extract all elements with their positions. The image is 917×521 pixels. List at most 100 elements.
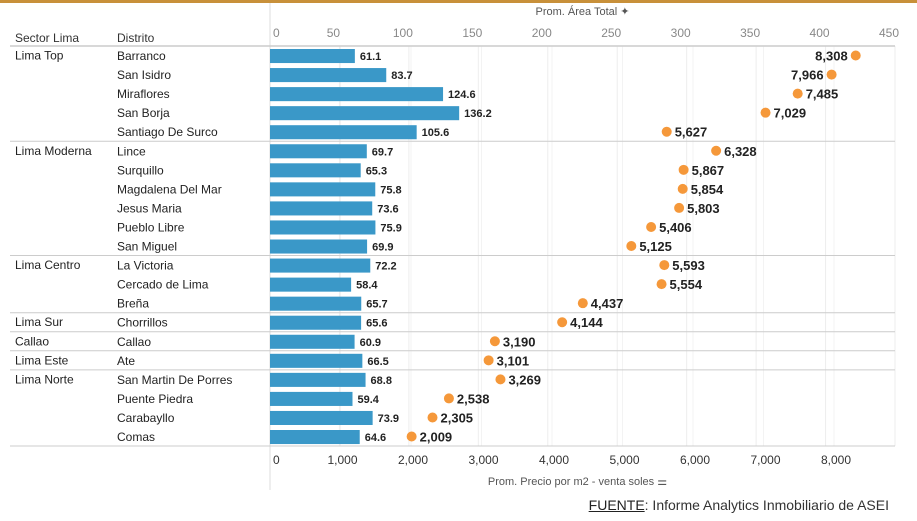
district-label: Barranco (117, 49, 166, 63)
price-label: 2,305 (441, 410, 474, 425)
price-dot (711, 145, 722, 156)
district-label: Jesus Maria (117, 201, 182, 215)
price-label: 4,144 (570, 315, 603, 330)
price-label: 7,485 (806, 87, 839, 102)
price-dot (489, 336, 500, 347)
price-label: 2,009 (420, 430, 453, 445)
area-label: 66.5 (367, 356, 388, 368)
price-dot (577, 298, 588, 309)
area-label: 68.8 (371, 375, 392, 387)
price-label: 3,190 (503, 334, 536, 349)
price-label: 5,406 (659, 220, 692, 235)
price-label: 5,867 (692, 163, 725, 178)
price-dot (626, 241, 637, 252)
price-label: 5,854 (691, 182, 724, 197)
area-label: 69.9 (372, 242, 393, 254)
district-label: Carabayllo (117, 411, 175, 425)
area-label: 59.4 (358, 394, 380, 406)
area-bar (270, 163, 361, 178)
district-label: Puente Piedra (117, 392, 193, 406)
top-tick-label: 100 (393, 26, 413, 40)
price-dot (646, 221, 657, 232)
price-dot (443, 393, 454, 404)
area-label: 136.2 (464, 108, 492, 120)
district-label: San Isidro (117, 68, 171, 82)
top-tick-label: 300 (671, 26, 691, 40)
area-label: 75.9 (380, 222, 401, 234)
area-bar (270, 391, 353, 406)
bottom-tick-label: 2,000 (398, 453, 428, 467)
accent-line (0, 0, 917, 3)
district-label: San Martin De Porres (117, 373, 232, 387)
price-dot (557, 317, 568, 328)
price-label: 7,029 (774, 106, 807, 121)
price-dot (406, 431, 417, 442)
header-sector: Sector Lima (15, 31, 79, 45)
price-dot (826, 69, 837, 80)
bottom-tick-label: 0 (273, 453, 280, 467)
area-label: 58.4 (356, 280, 378, 292)
area-label: 69.7 (372, 146, 393, 158)
sector-label: Lima Moderna (15, 144, 92, 158)
district-label: Chorrillos (117, 316, 168, 330)
area-bar (270, 239, 368, 254)
source-note: FUENTE: Informe Analytics Inmobiliario d… (589, 497, 889, 513)
area-bar (270, 68, 387, 83)
area-bar (270, 220, 376, 235)
price-label: 6,328 (724, 144, 757, 159)
sector-label: Lima Centro (15, 258, 81, 272)
area-label: 61.1 (360, 51, 381, 63)
price-dot (656, 279, 667, 290)
sector-label: Lima Norte (15, 372, 74, 386)
sector-label: Lima Sur (15, 315, 63, 329)
district-label: San Borja (117, 106, 170, 120)
price-dot (674, 202, 685, 213)
price-label: 5,593 (672, 258, 705, 273)
district-label: Cercado de Lima (117, 278, 209, 292)
price-dot (792, 88, 803, 99)
area-label: 60.9 (360, 337, 381, 349)
price-dot (661, 126, 672, 137)
price-label: 5,125 (639, 239, 672, 254)
area-bar (270, 125, 417, 140)
area-bar (270, 201, 373, 216)
price-dot (760, 107, 771, 118)
bottom-tick-label: 5,000 (609, 453, 639, 467)
area-bar (270, 296, 362, 311)
area-label: 65.7 (366, 299, 387, 311)
area-bar (270, 372, 366, 387)
price-dot (483, 355, 494, 366)
top-tick-label: 0 (273, 26, 280, 40)
area-bar (270, 410, 373, 425)
price-label: 3,269 (508, 372, 541, 387)
district-label: Miraflores (117, 87, 170, 101)
district-label: Breña (117, 297, 149, 311)
top-tick-label: 150 (462, 26, 482, 40)
area-bar (270, 277, 352, 292)
district-label: Pueblo Libre (117, 220, 185, 234)
bottom-tick-label: 7,000 (750, 453, 780, 467)
area-bar (270, 430, 360, 445)
area-label: 65.6 (366, 318, 387, 330)
top-tick-label: 200 (532, 26, 552, 40)
sector-label: Lima Este (15, 353, 69, 367)
price-label: 7,966 (791, 68, 824, 83)
price-label: 4,437 (591, 296, 624, 311)
price-dot (427, 412, 438, 423)
source-label: FUENTE (588, 497, 645, 513)
header-district: Distrito (117, 31, 155, 45)
area-bar (270, 258, 371, 273)
price-label: 3,101 (497, 353, 530, 368)
area-bar (270, 315, 362, 330)
bottom-tick-label: 1,000 (327, 453, 357, 467)
top-tick-label: 400 (810, 26, 830, 40)
district-label: Magdalena Del Mar (117, 182, 222, 196)
price-dot (659, 260, 670, 271)
area-label: 124.6 (448, 89, 476, 101)
area-label: 75.8 (380, 184, 401, 196)
sector-label: Callao (15, 334, 49, 348)
area-bar (270, 87, 444, 102)
district-label: Santiago De Surco (117, 125, 218, 139)
price-dot (495, 374, 506, 385)
